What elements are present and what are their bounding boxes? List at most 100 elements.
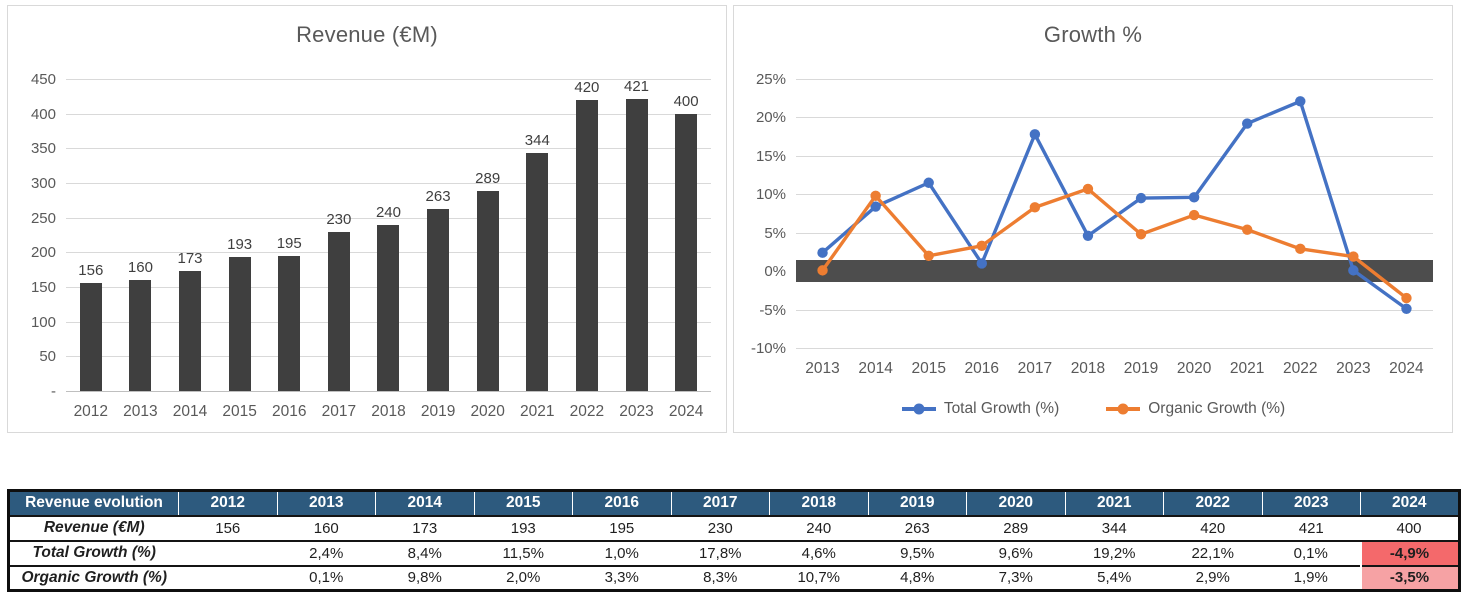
bar [179,271,202,391]
zero-band [796,260,1433,283]
data-point-marker [923,177,934,188]
value-cell [178,539,277,566]
bar-series: 156 160 173 193 195 230 240 263 289 344 420 421 400 [66,78,711,391]
value-cell: 0,1% [277,564,376,591]
x-tick-label: 2019 [1123,360,1159,377]
year-header-cell: 2015 [474,490,573,517]
x-tick-label: 2018 [371,403,406,420]
year-header-cell: 2023 [1262,490,1361,517]
year-header-cell: 2020 [966,490,1066,517]
data-point-marker [1295,243,1306,255]
x-tick-label: 2016 [964,360,1000,377]
bar-cell: 240 [364,79,414,391]
data-point-marker [1348,251,1359,262]
revenue-chart-panel: Revenue (€M) 450 400 350 300 250 200 150 100 50 -… [7,5,727,433]
value-cell: 173 [412,519,438,537]
y-tick-label: - [51,383,56,400]
legend-item: Total Growth (%) [901,400,1059,418]
data-point-marker [1135,229,1147,240]
table-row: Revenue (€M) 156 160 173 193 195 230 240 263 289 3… [9,516,1460,541]
gridline [796,79,1433,80]
organic-growth-line [821,187,1408,300]
legend-label: Total Growth (%) [943,400,1060,417]
table-row: Total Growth (%) 2,4% 8,4% 11,5% 1,0% 17,8% 4,… [8,539,1459,566]
value-cell: 0,1% [1262,539,1361,566]
value-cell: 230 [707,519,733,537]
bar [377,224,400,391]
value-cell: 17,8% [671,539,770,566]
value-cell: -4,9% [1359,539,1459,566]
x-tick-label: 2017 [1017,360,1053,377]
bar-value-label: 156 [78,261,104,279]
bar [278,255,301,391]
y-tick-label: -10% [750,340,786,357]
data-point-marker [1401,303,1412,315]
data-point-marker [1135,192,1147,204]
x-tick-label: 2020 [1176,360,1212,377]
bar-value-label: 173 [177,250,203,268]
x-tick-label: 2023 [619,403,654,420]
year-header-cell: 2013 [277,490,376,517]
value-cell: 11,5% [474,539,573,566]
value-cell: 2,0% [474,564,573,591]
growth-chart-panel: Growth % 25% 20% 15% 10% 5% 0% -5% -10% 2013 201… [733,5,1453,433]
y-tick-label: 400 [30,105,56,123]
year-header-cell: 2017 [671,490,770,517]
x-tick-label: 2022 [569,403,605,420]
y-tick-label: 10% [755,186,786,204]
gridline [66,217,711,219]
value-cell: 5,4% [1065,564,1164,591]
value-cell: 420 [1200,519,1226,537]
value-cell: 400 [1396,519,1422,537]
revenue-x-axis: 2012 2013 2014 2015 2016 2017 2018 2019 2020 2021… [66,403,711,421]
bar-cell: 400 [661,79,711,391]
data-point-marker [817,247,828,258]
table-title-cell: Revenue evolution [8,490,179,517]
x-tick-label: 2014 [172,403,208,420]
year-header-cell: 2018 [769,490,869,517]
value-cell: 195 [609,519,635,537]
bar [625,99,648,391]
y-tick-label: 50 [39,348,56,366]
data-point-marker [923,250,934,261]
bar [79,282,102,391]
year-header-cell: 2021 [1065,490,1164,517]
data-point-marker [1188,192,1200,203]
data-point-marker [1348,265,1359,276]
y-tick-label: 450 [30,71,56,88]
bar-value-label: 421 [623,78,650,96]
gridline [66,148,711,150]
data-point-marker [1029,129,1041,140]
x-tick-label: 2015 [222,403,257,420]
value-cell: 421 [1298,519,1324,537]
bar-cell: 263 [413,79,463,391]
data-point-marker [1188,209,1200,221]
x-tick-label: 2013 [123,403,158,420]
x-tick-label: 2013 [805,360,840,377]
gridline [796,117,1433,119]
y-tick-label: 5% [764,224,786,242]
gridline [66,183,711,184]
growth-x-axis: 2013 2014 2015 2016 2017 2018 2019 2020 2021 2022… [796,360,1433,378]
data-point-marker [1082,230,1094,241]
bar-cell: 344 [512,79,562,391]
y-tick-label: 200 [30,244,56,262]
x-tick-label: 2018 [1070,360,1106,377]
gridline [66,79,711,80]
value-cell: 240 [806,519,832,537]
bar-value-label: 420 [574,78,600,96]
value-cell [178,564,277,591]
bar-value-label: 344 [524,131,550,149]
data-point-marker [1242,118,1253,129]
row-label-cell: Total Growth (%) [8,539,179,566]
value-cell: 8,3% [671,564,770,591]
x-tick-label: 2019 [420,403,456,420]
revenue-evolution-table: Revenue evolution 2012 2013 2014 2015 2016 201… [7,489,1461,592]
bar-value-label: 400 [673,92,699,110]
y-tick-label: 15% [755,147,786,165]
growth-lines-svg [817,96,1412,315]
gridline [796,232,1433,234]
bar-cell: 193 [215,79,265,391]
y-tick-label: 20% [755,109,786,127]
